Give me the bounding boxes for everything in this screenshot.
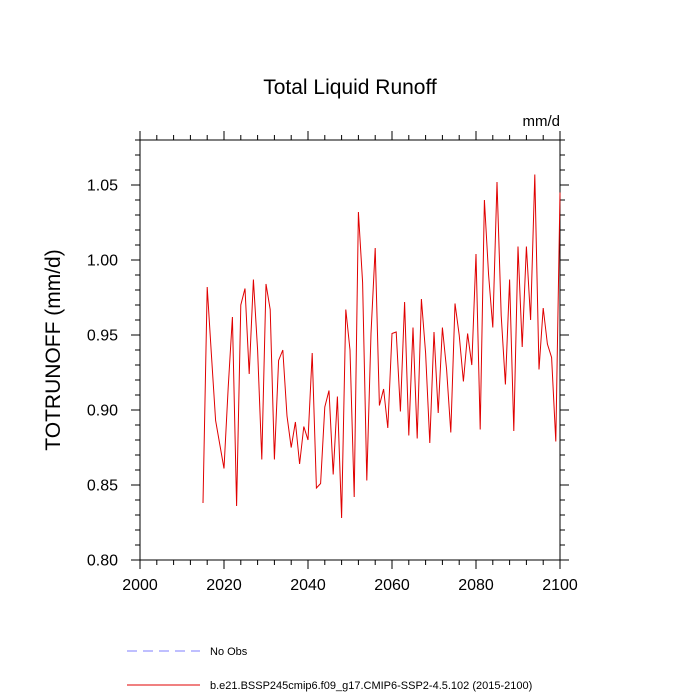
x-tick-label: 2080 bbox=[458, 577, 494, 594]
x-tick-label: 2060 bbox=[374, 577, 410, 594]
axis-tick-labels: 2000 2020 2040 2060 2080 2100 0.80 0.85 0.90 0.95… bbox=[87, 178, 578, 595]
y-tick-label: 0.85 bbox=[87, 478, 118, 495]
y-tick-label: 1.05 bbox=[87, 178, 118, 195]
series-line bbox=[202, 174, 561, 519]
legend: No Obs b.e21.BSSP245cmip6.f09_g17.CMIP6-… bbox=[127, 646, 532, 692]
y-axis-label: TOTRUNOFF (mm/d) bbox=[42, 249, 65, 450]
x-tick-label: 2020 bbox=[206, 577, 242, 594]
legend-label-no-obs: No Obs bbox=[210, 646, 248, 658]
y-tick-label: 0.90 bbox=[87, 403, 118, 420]
legend-label-model: b.e21.BSSP245cmip6.f09_g17.CMIP6-SSP2-4.… bbox=[210, 680, 532, 692]
series-layer bbox=[202, 174, 561, 519]
axis-ticks bbox=[131, 131, 569, 569]
y-tick-label: 0.80 bbox=[87, 553, 118, 570]
chart-title: Total Liquid Runoff bbox=[263, 76, 437, 99]
y-tick-label: 0.95 bbox=[87, 328, 118, 345]
x-tick-label: 2100 bbox=[542, 577, 578, 594]
x-tick-label: 2000 bbox=[122, 577, 158, 594]
x-tick-label: 2040 bbox=[290, 577, 326, 594]
units-label: mm/d bbox=[523, 113, 561, 130]
y-tick-label: 1.00 bbox=[87, 253, 118, 270]
